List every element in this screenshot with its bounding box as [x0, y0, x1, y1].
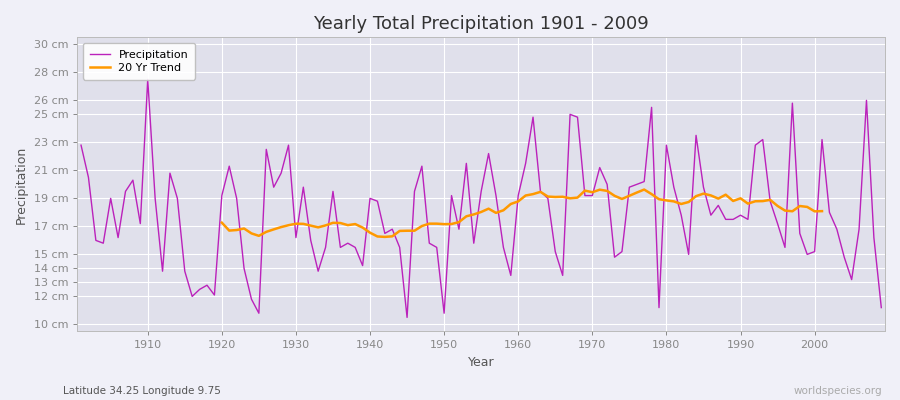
Precipitation: [527, 115, 538, 120]
Precipitation: [76, 143, 86, 148]
Line: Precipitation: Precipitation: [81, 79, 881, 318]
Text: worldspecies.org: worldspecies.org: [794, 386, 882, 396]
20 Yr Trend: [713, 196, 724, 201]
Precipitation: [135, 221, 146, 226]
20 Yr Trend: [698, 191, 709, 196]
Precipitation: [520, 161, 531, 166]
Precipitation: [401, 315, 412, 320]
Precipitation: [142, 77, 153, 82]
20 Yr Trend: [816, 209, 827, 214]
Legend: Precipitation, 20 Yr Trend: Precipitation, 20 Yr Trend: [83, 43, 195, 80]
Precipitation: [876, 305, 886, 310]
20 Yr Trend: [506, 202, 517, 206]
20 Yr Trend: [394, 228, 405, 233]
Precipitation: [305, 238, 316, 243]
20 Yr Trend: [216, 220, 227, 225]
Text: Latitude 34.25 Longitude 9.75: Latitude 34.25 Longitude 9.75: [63, 386, 220, 396]
20 Yr Trend: [387, 234, 398, 239]
20 Yr Trend: [357, 225, 368, 230]
Precipitation: [350, 245, 361, 250]
Precipitation: [616, 249, 627, 254]
20 Yr Trend: [639, 187, 650, 192]
Y-axis label: Precipitation: Precipitation: [15, 145, 28, 224]
Title: Yearly Total Precipitation 1901 - 2009: Yearly Total Precipitation 1901 - 2009: [313, 15, 649, 33]
Line: 20 Yr Trend: 20 Yr Trend: [221, 190, 822, 237]
20 Yr Trend: [380, 234, 391, 239]
X-axis label: Year: Year: [468, 356, 494, 369]
